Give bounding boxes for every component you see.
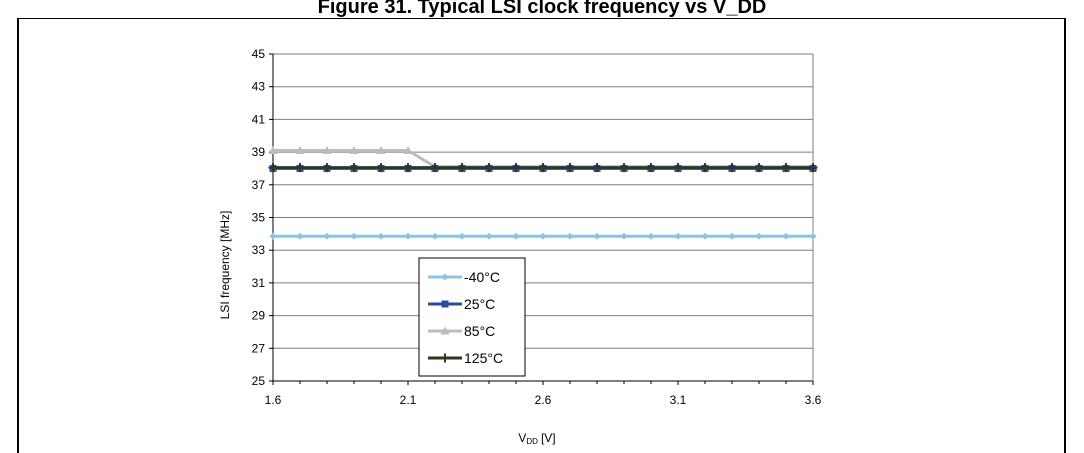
data-point (430, 163, 440, 173)
data-point (647, 232, 655, 240)
legend-label: 25°C (464, 296, 495, 312)
y-tick-label: 45 (252, 47, 266, 61)
data-point (349, 163, 359, 173)
data-point (674, 232, 682, 240)
data-point (781, 163, 791, 173)
data-point (755, 232, 763, 240)
data-point (701, 232, 709, 240)
figure-frame (17, 18, 1066, 453)
data-point (754, 163, 764, 173)
legend-swatch-marker (441, 300, 449, 308)
x-axis-title-unit: [V] (541, 431, 556, 445)
data-point (673, 163, 683, 173)
series-0 (269, 232, 817, 240)
x-tick-label: 2.1 (400, 393, 417, 407)
y-tick-label: 37 (252, 178, 266, 192)
data-point (808, 163, 818, 173)
y-tick-label: 27 (252, 341, 266, 355)
data-point (376, 145, 386, 154)
data-point (565, 163, 575, 173)
x-tick-label: 2.6 (535, 393, 552, 407)
y-tick-label: 39 (252, 145, 266, 159)
y-tick-label: 33 (252, 243, 266, 257)
y-tick-label: 41 (252, 112, 266, 126)
data-point (376, 163, 386, 173)
data-point (403, 145, 413, 154)
data-point (295, 145, 305, 154)
data-point (539, 232, 547, 240)
legend-entry: -40°C (428, 269, 500, 285)
data-point (457, 163, 467, 173)
data-point (593, 232, 601, 240)
data-point (727, 163, 737, 173)
data-point (268, 163, 278, 173)
page-title: Figure 31. Typical LSI clock frequency v… (317, 0, 767, 18)
data-point (728, 232, 736, 240)
data-point (431, 232, 439, 240)
data-point (350, 232, 358, 240)
series-layer (268, 145, 818, 240)
y-tick-label: 43 (252, 80, 266, 94)
y-tick-label: 35 (252, 211, 266, 225)
gridlines (269, 53, 814, 385)
y-axis-title: LSI frequency [MHz] (218, 211, 232, 320)
data-point (512, 232, 520, 240)
data-point (269, 232, 277, 240)
legend-label: 125°C (464, 350, 503, 366)
legend-entry: 85°C (428, 323, 495, 339)
data-point (782, 232, 790, 240)
data-point (404, 232, 412, 240)
data-point (323, 232, 331, 240)
data-point (566, 232, 574, 240)
legend-entry: 125°C (428, 350, 503, 366)
x-tick-label: 1.6 (265, 393, 282, 407)
legend-entry: 25°C (428, 296, 495, 312)
x-tick-label: 3.6 (805, 393, 822, 407)
x-axis-title: VDD [V] (518, 431, 555, 446)
data-point (377, 232, 385, 240)
data-point (700, 163, 710, 173)
data-point (485, 232, 493, 240)
x-axis-title-main: V (518, 431, 526, 445)
data-point (484, 163, 494, 173)
data-point (809, 232, 817, 240)
legend: -40°C 25°C 85°C 125°C (418, 257, 526, 377)
data-point (322, 163, 332, 173)
series-3 (268, 163, 818, 173)
legend-swatch-marker (440, 353, 450, 363)
data-point (322, 145, 332, 154)
data-point (403, 163, 413, 173)
data-point (592, 163, 602, 173)
data-point (458, 232, 466, 240)
x-axis-title-sub: DD (526, 437, 538, 446)
data-point (296, 232, 304, 240)
legend-swatch-marker (440, 326, 450, 335)
legend-label: 85°C (464, 323, 495, 339)
data-point (538, 163, 548, 173)
legend-label: -40°C (464, 269, 500, 285)
x-tick-label: 3.1 (670, 393, 687, 407)
legend-swatch-marker (441, 273, 449, 281)
data-point (511, 163, 521, 173)
axes (272, 54, 814, 382)
y-tick-label: 29 (252, 309, 266, 323)
data-point (620, 232, 628, 240)
data-point (619, 163, 629, 173)
data-point (646, 163, 656, 173)
y-tick-label: 31 (252, 276, 266, 290)
data-point (295, 163, 305, 173)
y-tick-label: 25 (252, 374, 266, 388)
y-tick-labels: 25 27 29 31 33 35 37 39 41 43 45 (252, 47, 266, 388)
data-point (349, 145, 359, 154)
data-point (268, 145, 278, 154)
x-tick-labels: 1.6 2.1 2.6 3.1 3.6 (265, 393, 822, 407)
